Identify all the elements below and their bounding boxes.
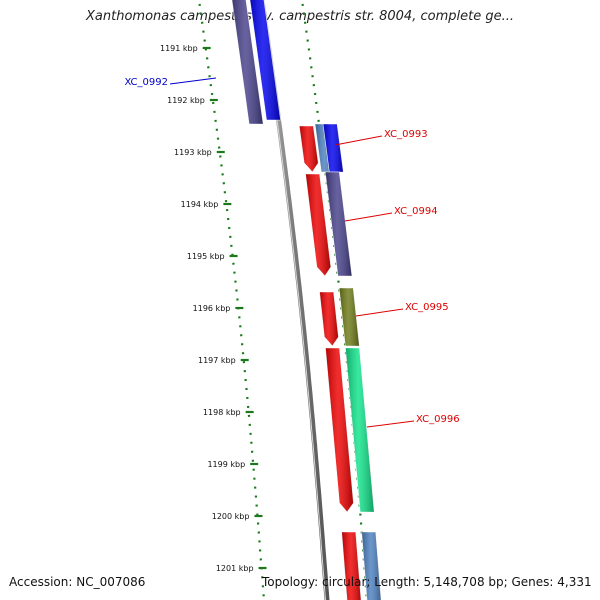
tick-label: 1200 kbp <box>212 512 250 521</box>
tick-label: 1198 kbp <box>203 408 241 417</box>
gene-label[interactable]: XC_0996 <box>416 414 460 425</box>
gene-xc-0996-shading <box>345 348 375 512</box>
gene-xc-0994-shading <box>325 172 352 276</box>
tick-label: 1197 kbp <box>198 356 236 365</box>
tick-label: 1201 kbp <box>216 564 254 573</box>
tick-label: 1195 kbp <box>187 252 225 261</box>
gene-leader-line <box>334 135 383 146</box>
gene-label[interactable]: XC_0994 <box>394 206 438 217</box>
gene-steel-1201-shading <box>361 532 382 600</box>
gene-xc-0991-outer-shading <box>231 0 264 124</box>
tick-label: 1199 kbp <box>207 460 245 469</box>
gene-label[interactable]: XC_0992 <box>124 77 168 88</box>
tick-label: 1196 kbp <box>193 304 231 313</box>
gene-label-layer[interactable]: XC_0992 XC_0993 XC_0994 XC_0995 XC_0996 <box>124 77 460 428</box>
gene-leader-line <box>344 212 393 222</box>
tick-label: 1192 kbp <box>167 96 205 105</box>
gene-red-1197-shading <box>325 348 354 512</box>
gene-track[interactable] <box>231 0 382 600</box>
gene-label[interactable]: XC_0993 <box>384 129 428 140</box>
gene-xc-0992-shading <box>249 0 281 120</box>
gene-red-1194-shading <box>305 174 331 276</box>
gene-xc-0995-shading <box>339 288 360 346</box>
accession-text: Accession: NC_007086 <box>9 575 146 589</box>
gene-red-1201-shading <box>341 532 362 600</box>
gene-xc-0993-b-shading <box>323 124 344 172</box>
tick-label: 1194 kbp <box>181 200 219 209</box>
genome-title: Xanthomonas campestris pv. campestris st… <box>86 9 514 24</box>
gene-red-1196-shading <box>319 292 339 346</box>
gene-leader-line <box>169 77 217 85</box>
topology-summary: Topology: circular; Length: 5,148,708 bp… <box>262 575 592 589</box>
gene-label[interactable]: XC_0995 <box>405 302 449 313</box>
gene-leader-line <box>366 420 415 428</box>
gene-red-1193a-shading <box>299 126 319 172</box>
gene-leader-line <box>355 308 404 317</box>
position-ruler: 1191 kbp 1192 kbp 1193 kbp 1194 kbp 1195 kbp… <box>160 44 267 573</box>
tick-label: 1191 kbp <box>160 44 198 53</box>
tick-label: 1193 kbp <box>174 148 212 157</box>
ruler-ring-left <box>197 0 266 600</box>
